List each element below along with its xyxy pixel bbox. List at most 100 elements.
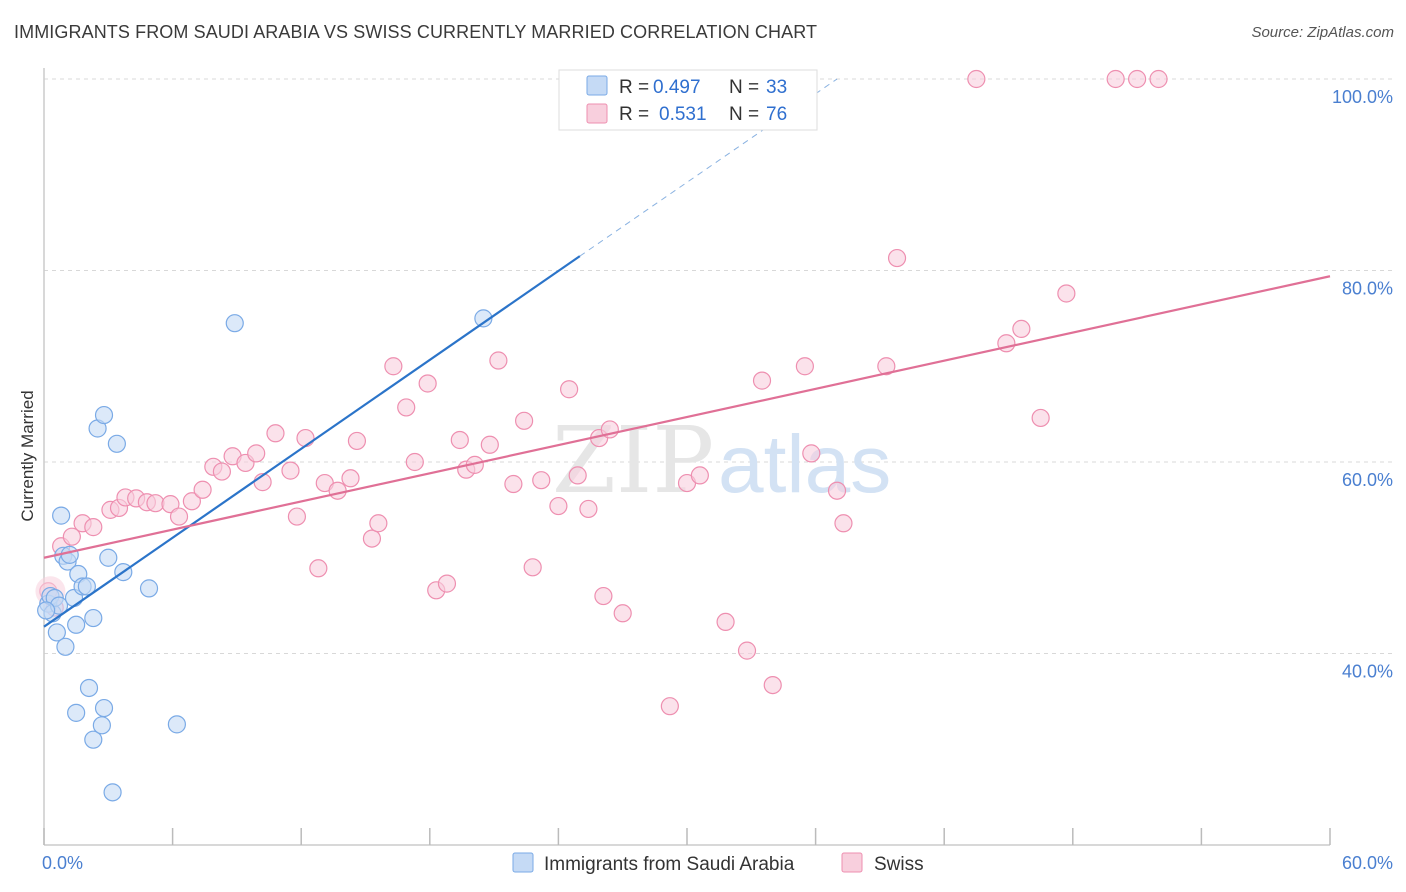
- swiss-point: [341, 469, 360, 488]
- swiss-point: [405, 452, 424, 472]
- swiss-point: [182, 492, 201, 511]
- y-tick-label: 60.0%: [1342, 470, 1393, 490]
- swiss-point: [193, 480, 212, 499]
- y-tick-label: 100.0%: [1332, 87, 1393, 107]
- grid-lines: [44, 78, 1394, 654]
- swiss-point: [480, 435, 499, 454]
- swiss-trend-line: [43, 275, 1331, 559]
- saudi-point: [37, 601, 56, 620]
- legend-n-label-saudi: N =: [729, 77, 759, 98]
- chart-title: IMMIGRANTS FROM SAUDI ARABIA VS SWISS CU…: [14, 22, 818, 42]
- saudi-points: [37, 309, 493, 802]
- swiss-point: [161, 495, 180, 514]
- swiss-point: [763, 675, 782, 695]
- y-axis-label: Currently Married: [18, 390, 37, 521]
- swiss-point: [877, 357, 896, 376]
- swiss-point: [568, 466, 587, 485]
- legend-r-label-swiss: R =: [619, 104, 649, 125]
- swiss-point: [287, 507, 307, 526]
- swiss-point: [362, 529, 382, 548]
- swiss-point: [450, 430, 469, 450]
- saudi-point: [94, 405, 114, 425]
- watermark-zip: ZIP: [552, 407, 714, 514]
- saudi-point: [167, 715, 186, 734]
- y-tick-labels: 40.0% 60.0% 80.0% 100.0%: [1332, 87, 1393, 682]
- bottom-legend-swatch-saudi: [512, 852, 534, 873]
- swiss-point: [437, 574, 457, 593]
- chart-source: Source: ZipAtlas.com: [1251, 24, 1394, 41]
- swiss-point: [281, 461, 300, 480]
- swiss-point: [523, 558, 542, 577]
- swiss-point: [1106, 69, 1125, 89]
- swiss-point: [309, 559, 328, 578]
- legend: R = 0.497 N = 33 R = 0.531 N = 76: [558, 69, 818, 131]
- swiss-point: [690, 466, 709, 485]
- saudi-point: [67, 615, 86, 634]
- swiss-point: [384, 357, 403, 376]
- swiss-point: [489, 351, 508, 370]
- swiss-point: [504, 474, 523, 494]
- swiss-point: [397, 398, 416, 417]
- swiss-point: [1012, 319, 1031, 339]
- saudi-trend-line: [43, 255, 581, 628]
- swiss-point: [660, 697, 679, 716]
- saudi-point: [84, 730, 103, 749]
- swiss-point: [212, 462, 231, 481]
- swiss-point: [613, 604, 632, 623]
- swiss-point: [737, 641, 757, 660]
- saudi-point: [107, 434, 126, 453]
- swiss-point: [1057, 284, 1076, 303]
- legend-r-value-swiss: 0.531: [659, 104, 707, 125]
- axes: [43, 68, 1331, 846]
- swiss-point: [328, 481, 347, 500]
- saudi-point: [60, 545, 79, 564]
- swiss-point: [146, 494, 165, 513]
- swiss-point: [532, 471, 551, 490]
- swiss-point: [887, 248, 907, 268]
- swiss-point: [369, 514, 388, 533]
- legend-r-label-saudi: R =: [619, 77, 649, 98]
- watermark-atlas: atlas: [718, 419, 891, 510]
- legend-r-value-saudi: 0.497: [653, 77, 701, 98]
- bottom-legend: Immigrants from Saudi Arabia Swiss: [512, 852, 924, 875]
- y-tick-label: 40.0%: [1342, 662, 1393, 682]
- swiss-point: [1127, 69, 1147, 89]
- swiss-point: [579, 499, 598, 519]
- swiss-point: [594, 586, 613, 606]
- saudi-point: [225, 314, 244, 333]
- swiss-point: [169, 507, 189, 526]
- saudi-point: [79, 678, 99, 698]
- swiss-point: [296, 428, 315, 448]
- saudi-trend-extension: [579, 78, 838, 257]
- swiss-point: [802, 444, 821, 463]
- legend-swatch-swiss: [586, 103, 608, 124]
- saudi-point: [67, 703, 86, 722]
- swiss-point: [62, 527, 81, 546]
- trend-lines: [43, 78, 1331, 628]
- swiss-point: [752, 371, 772, 390]
- swiss-point: [549, 496, 568, 516]
- swiss-point: [347, 431, 367, 451]
- swiss-point: [266, 424, 285, 443]
- swiss-point: [795, 357, 814, 376]
- swiss-point: [1149, 69, 1168, 89]
- legend-swatch-saudi: [586, 75, 608, 96]
- saudi-point: [52, 506, 71, 525]
- legend-n-value-swiss: 76: [766, 104, 787, 125]
- swiss-point: [560, 380, 579, 399]
- bottom-legend-label-swiss: Swiss: [874, 854, 924, 875]
- swiss-point: [84, 518, 103, 537]
- saudi-point: [94, 698, 114, 718]
- swiss-point: [967, 69, 986, 89]
- saudi-point: [474, 309, 493, 328]
- swiss-point: [834, 514, 853, 533]
- y-tick-label: 80.0%: [1342, 279, 1393, 299]
- x-tick-label-max: 60.0%: [1342, 853, 1393, 873]
- saudi-point: [99, 548, 118, 567]
- saudi-point: [139, 579, 159, 598]
- x-tick-label-min: 0.0%: [42, 853, 83, 873]
- swiss-point: [418, 374, 437, 393]
- swiss-point: [827, 481, 847, 500]
- swiss-point: [247, 444, 266, 463]
- bottom-legend-label-saudi: Immigrants from Saudi Arabia: [544, 854, 795, 875]
